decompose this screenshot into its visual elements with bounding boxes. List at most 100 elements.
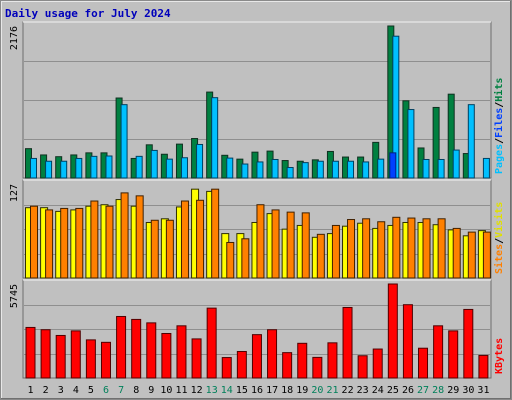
x-tick-label: 31: [477, 385, 489, 396]
x-tick-label: 26: [402, 385, 414, 396]
x-tick-label: 16: [251, 385, 263, 396]
chart-title: Daily usage for July 2024: [5, 7, 171, 20]
legend-bottom-part: KBytes: [494, 338, 505, 374]
files-bar: [150, 149, 158, 179]
x-tick-label: 24: [372, 385, 384, 396]
pages-bar: [389, 152, 397, 179]
kbytes-bar: [100, 341, 111, 379]
files-bar: [467, 104, 475, 179]
files-bar: [482, 157, 490, 179]
y-max-label: 5745: [9, 284, 20, 308]
kbytes-bar: [70, 330, 81, 379]
files-bar: [211, 97, 219, 179]
legend-top-part: Hits: [493, 78, 505, 102]
files-bar: [120, 104, 128, 179]
kbytes-bar: [312, 356, 323, 379]
sites-bar: [135, 195, 144, 279]
sites-bar: [437, 218, 446, 279]
x-tick-label: 10: [160, 385, 172, 396]
files-bar: [437, 158, 445, 179]
x-tick-label: 19: [296, 385, 308, 396]
kbytes-bar: [357, 355, 368, 379]
kbytes-bar: [372, 348, 383, 379]
sites-bar: [271, 209, 280, 279]
kbytes-bar: [116, 315, 127, 379]
kbytes-bar: [387, 283, 398, 379]
kbytes-bar: [342, 306, 353, 379]
legend-bottom: KBytes: [494, 338, 505, 374]
kbytes-bar: [433, 325, 444, 379]
x-tick-label: 23: [357, 385, 369, 396]
files-bar: [316, 160, 324, 179]
x-tick-label: 11: [175, 385, 187, 396]
legend-middle-part: /: [494, 238, 505, 244]
x-tick-label: 21: [326, 385, 338, 396]
sites-bar: [60, 207, 69, 279]
x-tick-label: 18: [281, 385, 293, 396]
x-tick-label: 12: [191, 385, 203, 396]
x-tick-label: 17: [266, 385, 278, 396]
legend-middle-part: Sites: [493, 244, 505, 274]
files-bar: [271, 158, 279, 179]
legend-top-part: Files: [493, 108, 505, 138]
x-tick-label: 22: [342, 385, 354, 396]
sites-bar: [331, 224, 340, 279]
files-bar: [165, 158, 173, 179]
kbytes-bar: [236, 350, 247, 379]
kbytes-bar: [206, 307, 217, 379]
sites-bar: [196, 199, 205, 279]
x-tick-label: 8: [133, 385, 139, 396]
x-tick-label: 13: [206, 385, 218, 396]
files-bar: [60, 160, 68, 179]
x-tick-label: 27: [417, 385, 429, 396]
x-tick-label: 2: [43, 385, 49, 396]
files-bar: [30, 157, 37, 179]
files-bar: [196, 143, 204, 179]
sites-bar: [30, 205, 38, 279]
hits-bar: [447, 93, 455, 179]
kbytes-bar: [267, 329, 278, 379]
files-bar: [256, 161, 264, 179]
kbytes-bar: [146, 322, 157, 379]
kbytes-bar: [176, 325, 187, 379]
y-max-label: 2176: [9, 26, 20, 50]
x-tick-label: 30: [462, 385, 474, 396]
legend-top: Pages/Files/Hits: [493, 78, 505, 174]
files-bar: [135, 155, 143, 179]
legend-top-part: /: [494, 102, 505, 108]
x-tick-label: 1: [28, 385, 34, 396]
files-bar: [241, 163, 249, 179]
kbytes-bar: [463, 308, 474, 379]
x-tick-label: 9: [148, 385, 154, 396]
kbytes-bar: [161, 332, 172, 379]
files-bar: [377, 158, 385, 179]
kbytes-bar: [131, 318, 142, 379]
sites-bar: [452, 227, 461, 279]
kbytes-bar: [40, 329, 51, 379]
files-bar: [301, 162, 309, 179]
sites-bar: [211, 188, 220, 279]
kbytes-bar: [418, 347, 429, 379]
sites-bar: [422, 218, 431, 279]
x-tick-label: 7: [118, 385, 124, 396]
sites-bar: [362, 218, 371, 279]
x-tick-label: 14: [221, 385, 233, 396]
kbytes-bar: [297, 342, 308, 379]
x-tick-label: 28: [432, 385, 444, 396]
files-bar: [226, 157, 234, 179]
files-bar: [180, 157, 188, 179]
files-bar: [347, 160, 355, 179]
kbytes-bar: [191, 338, 202, 379]
sites-bar: [120, 192, 129, 279]
x-tick-label: 4: [73, 385, 79, 396]
hits-bar: [432, 106, 440, 179]
x-tick-label: 29: [447, 385, 459, 396]
legend-middle: Sites/Visits: [493, 202, 505, 274]
files-bar: [407, 109, 415, 179]
kbytes-bar: [448, 330, 459, 379]
files-bar: [452, 149, 460, 179]
sites-bar: [45, 209, 54, 279]
legend-top-part: Pages: [494, 144, 505, 174]
files-bar: [286, 167, 294, 179]
